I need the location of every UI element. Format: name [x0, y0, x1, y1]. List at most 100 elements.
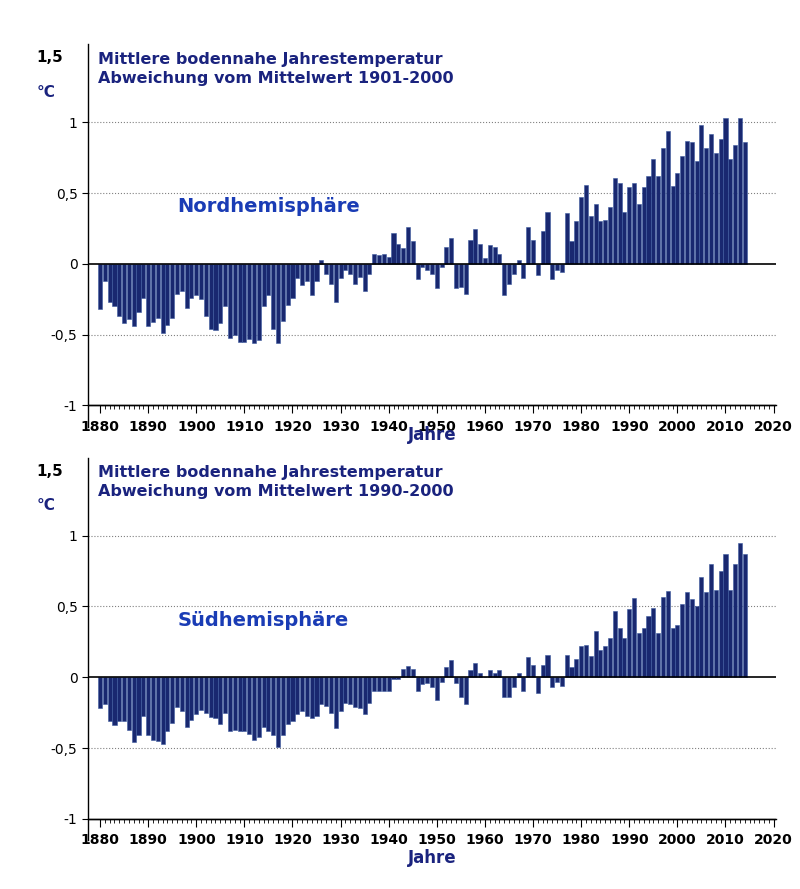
- Bar: [694, 161, 698, 264]
- Bar: [98, 264, 102, 309]
- Bar: [102, 264, 107, 281]
- Bar: [266, 677, 270, 731]
- Text: 1910: 1910: [225, 420, 264, 434]
- Bar: [358, 264, 362, 276]
- Bar: [685, 140, 689, 264]
- Bar: [132, 264, 136, 326]
- Bar: [454, 677, 458, 683]
- Bar: [642, 628, 646, 677]
- Bar: [242, 264, 246, 341]
- Bar: [247, 677, 251, 734]
- Bar: [603, 646, 607, 677]
- Bar: [531, 240, 535, 264]
- Bar: [415, 677, 420, 692]
- Text: 1880: 1880: [81, 833, 119, 847]
- Bar: [204, 677, 208, 713]
- Bar: [343, 677, 347, 703]
- Bar: [546, 212, 550, 264]
- Bar: [488, 670, 492, 677]
- Bar: [137, 264, 141, 312]
- Bar: [675, 625, 679, 677]
- Bar: [180, 264, 184, 291]
- Bar: [190, 264, 194, 298]
- Bar: [233, 677, 237, 730]
- Bar: [694, 606, 698, 677]
- Bar: [127, 264, 131, 319]
- Bar: [281, 677, 285, 735]
- Bar: [637, 204, 641, 264]
- Bar: [474, 228, 478, 264]
- Bar: [469, 240, 473, 264]
- Bar: [493, 247, 497, 264]
- Text: 1890: 1890: [129, 420, 167, 434]
- Bar: [598, 651, 602, 677]
- Text: Jahre: Jahre: [408, 427, 456, 444]
- Bar: [517, 260, 521, 264]
- Bar: [594, 204, 598, 264]
- Bar: [512, 264, 516, 274]
- Bar: [526, 227, 530, 264]
- Bar: [651, 608, 655, 677]
- Bar: [728, 589, 732, 677]
- Bar: [204, 264, 208, 316]
- Bar: [714, 589, 718, 677]
- Bar: [391, 677, 395, 678]
- Bar: [353, 264, 357, 284]
- Bar: [704, 592, 708, 677]
- Bar: [348, 677, 352, 704]
- Bar: [214, 677, 218, 718]
- Bar: [560, 677, 564, 685]
- Text: 1960: 1960: [466, 420, 504, 434]
- Bar: [382, 254, 386, 264]
- Bar: [194, 677, 198, 714]
- Bar: [310, 677, 314, 718]
- Bar: [685, 592, 689, 677]
- Bar: [666, 591, 670, 677]
- Bar: [690, 599, 694, 677]
- Bar: [132, 677, 136, 742]
- Text: 1960: 1960: [466, 833, 504, 847]
- Bar: [338, 677, 342, 711]
- Bar: [425, 677, 430, 683]
- Bar: [362, 677, 366, 714]
- Bar: [478, 673, 482, 677]
- Bar: [314, 264, 318, 281]
- Bar: [555, 264, 559, 269]
- Bar: [420, 264, 425, 267]
- Bar: [502, 264, 506, 295]
- Bar: [377, 677, 381, 692]
- Bar: [627, 609, 631, 677]
- Bar: [276, 264, 280, 343]
- Bar: [579, 646, 583, 677]
- Bar: [406, 227, 410, 264]
- Bar: [474, 663, 478, 677]
- Bar: [632, 183, 636, 264]
- Bar: [180, 677, 184, 711]
- Bar: [334, 264, 338, 302]
- Bar: [570, 668, 574, 677]
- Bar: [190, 677, 194, 720]
- Bar: [718, 571, 722, 677]
- Bar: [594, 630, 598, 677]
- Bar: [618, 183, 622, 264]
- Bar: [589, 216, 593, 264]
- Bar: [675, 173, 679, 264]
- Bar: [536, 677, 540, 693]
- Bar: [406, 666, 410, 677]
- Bar: [656, 176, 660, 264]
- Bar: [146, 264, 150, 326]
- Bar: [286, 264, 290, 305]
- Bar: [550, 677, 554, 687]
- Text: 1880: 1880: [81, 420, 119, 434]
- Text: 2010: 2010: [706, 420, 745, 434]
- Bar: [449, 661, 454, 677]
- Bar: [329, 677, 333, 713]
- Bar: [584, 645, 588, 677]
- Bar: [185, 264, 189, 308]
- Bar: [362, 264, 366, 291]
- Text: 1980: 1980: [562, 833, 601, 847]
- Bar: [579, 197, 583, 264]
- Bar: [262, 264, 266, 307]
- Bar: [478, 244, 482, 264]
- Bar: [632, 598, 636, 677]
